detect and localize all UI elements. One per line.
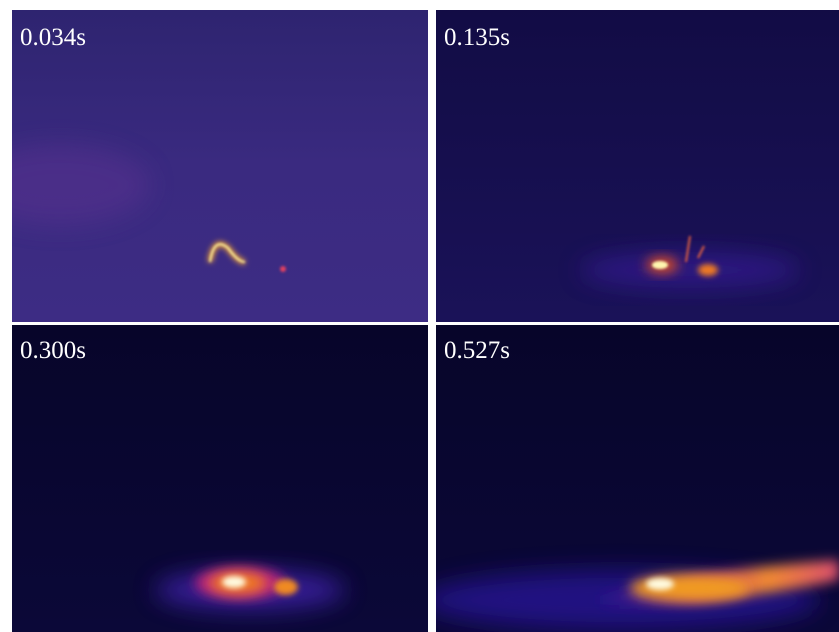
time-label: 0.034s [20, 24, 86, 51]
thermal-frame [436, 10, 839, 322]
thermal-frame [436, 325, 839, 632]
time-label: 0.527s [444, 337, 510, 364]
time-label: 0.300s [20, 337, 86, 364]
thermal-frame [12, 325, 428, 632]
thermal-frame [12, 10, 428, 322]
time-label: 0.135s [444, 24, 510, 51]
